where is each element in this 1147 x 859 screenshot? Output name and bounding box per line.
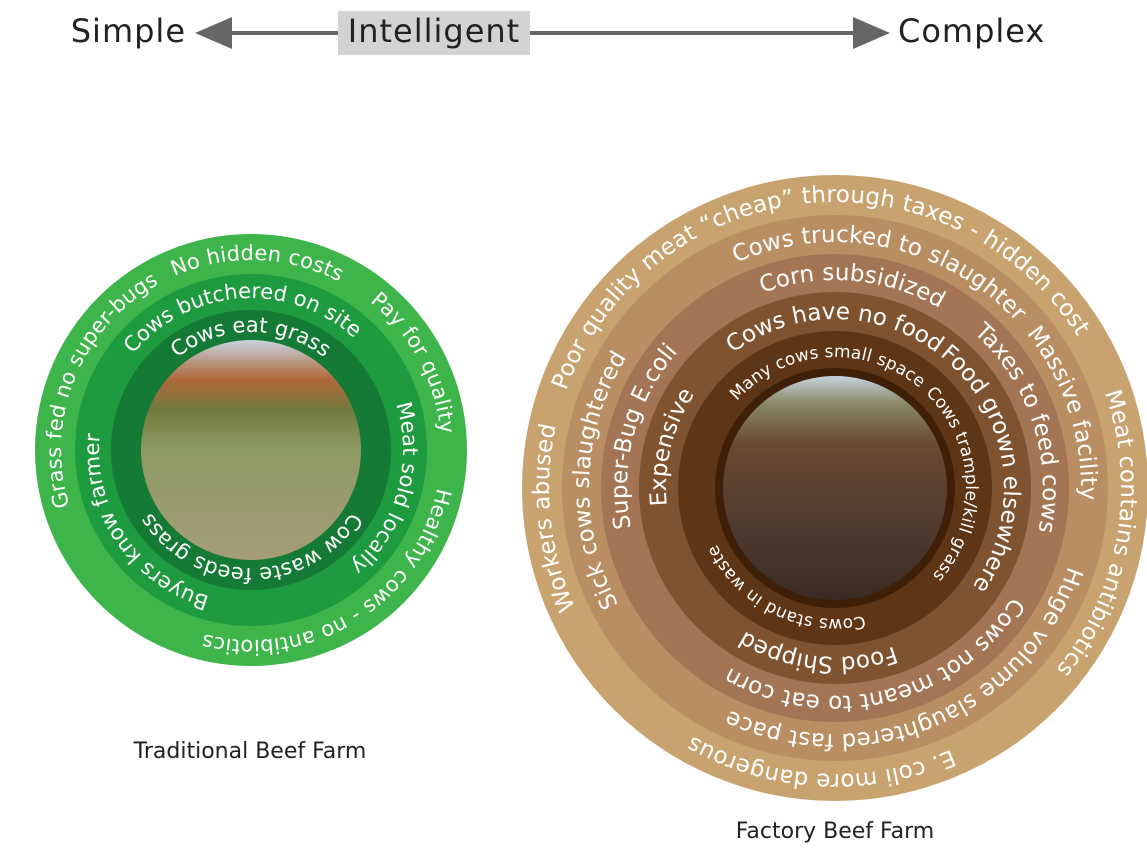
complex-label: Complex [898,12,1045,50]
intelligent-label: Intelligent [348,12,520,50]
traditional-title: Traditional Beef Farm [133,739,367,764]
simple-label: Simple [71,12,186,50]
spectrum-arrow [195,11,890,55]
factory-title: Factory Beef Farm [736,819,934,844]
diagram: Simple Intelligent Complex Traditional B… [0,0,1147,855]
